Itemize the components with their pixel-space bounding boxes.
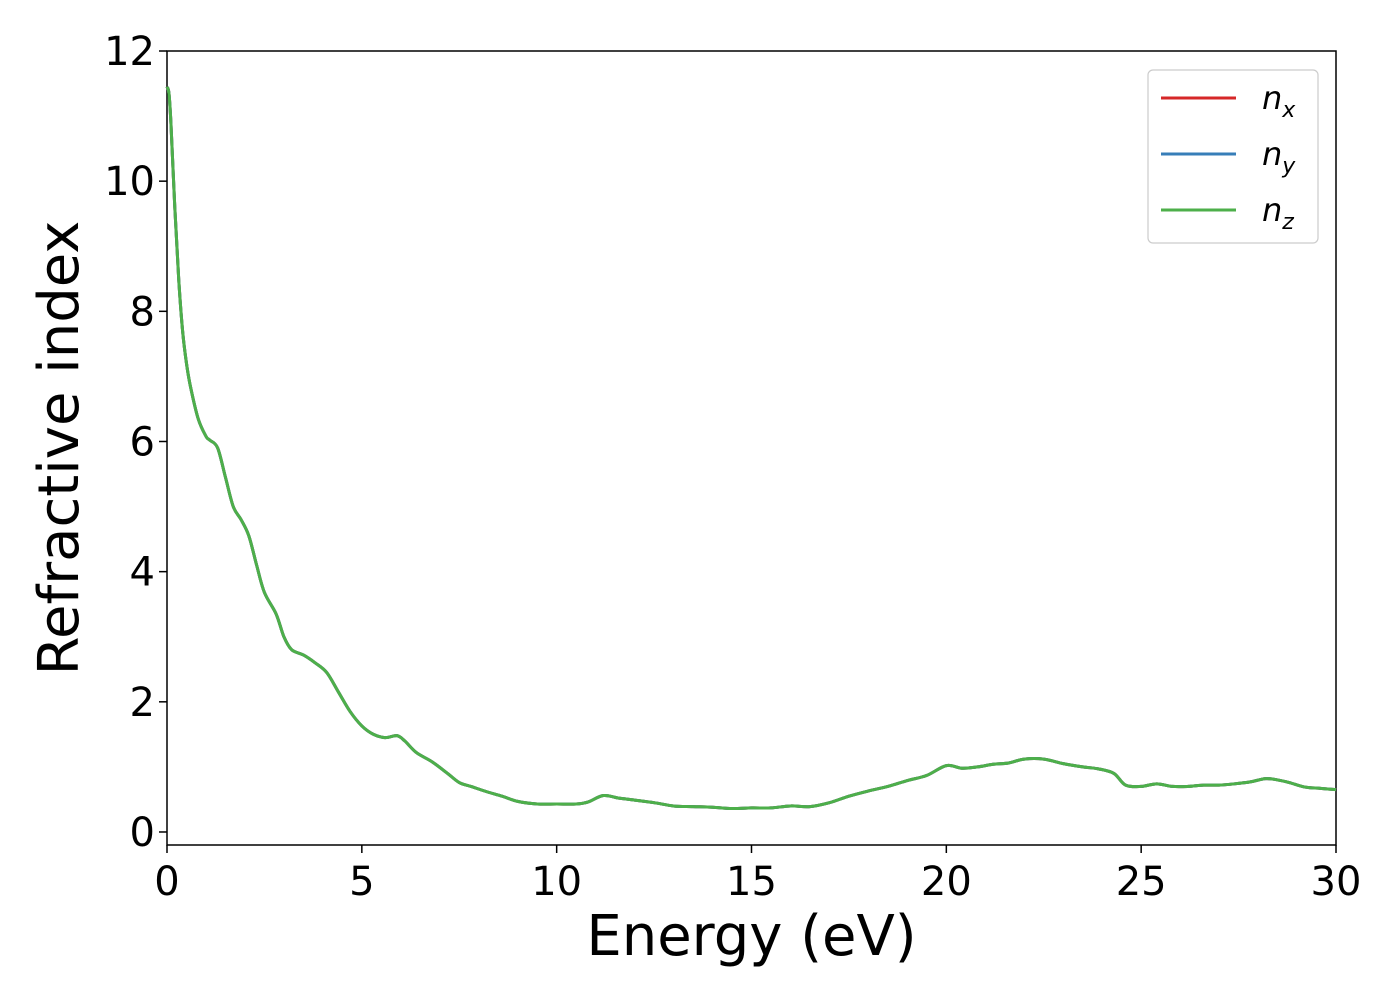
legend-entry-n-z: nz [1161, 191, 1294, 235]
series-layer [165, 86, 1337, 811]
y-tick-label: 8 [130, 289, 155, 335]
y-tick-label: 12 [104, 29, 155, 75]
legend-label: ny [1262, 135, 1296, 179]
x-tick-label: 0 [154, 859, 179, 905]
legend-entry-n-y: ny [1161, 135, 1296, 179]
x-tick-label: 30 [1311, 859, 1362, 905]
series-line-n-z [165, 86, 1337, 811]
x-axis-label: Energy (eV) [586, 904, 916, 969]
y-tick-label: 6 [130, 419, 155, 465]
legend-label: nz [1262, 191, 1294, 235]
legend-box [1147, 69, 1319, 244]
y-tick-label: 4 [130, 550, 155, 596]
legend-entry-n-x: nx [1161, 79, 1296, 123]
legend: nx ny nz [1147, 69, 1319, 244]
y-tick-label: 0 [130, 810, 155, 856]
x-tick-label: 25 [1116, 859, 1167, 905]
y-axis-label: Refractive index [27, 221, 92, 676]
y-tick-label: 2 [130, 680, 155, 726]
legend-items: nx ny nz [1161, 79, 1296, 235]
x-tick-label: 5 [349, 859, 374, 905]
legend-label: nx [1262, 79, 1296, 123]
x-axis-ticks: 0 5 10 15 20 25 30 [154, 845, 1361, 905]
y-tick-label: 10 [104, 159, 155, 205]
y-axis-ticks: 0 2 4 6 8 10 12 [104, 29, 167, 856]
x-tick-label: 20 [921, 859, 972, 905]
x-tick-label: 15 [726, 859, 777, 905]
x-tick-label: 10 [531, 859, 582, 905]
